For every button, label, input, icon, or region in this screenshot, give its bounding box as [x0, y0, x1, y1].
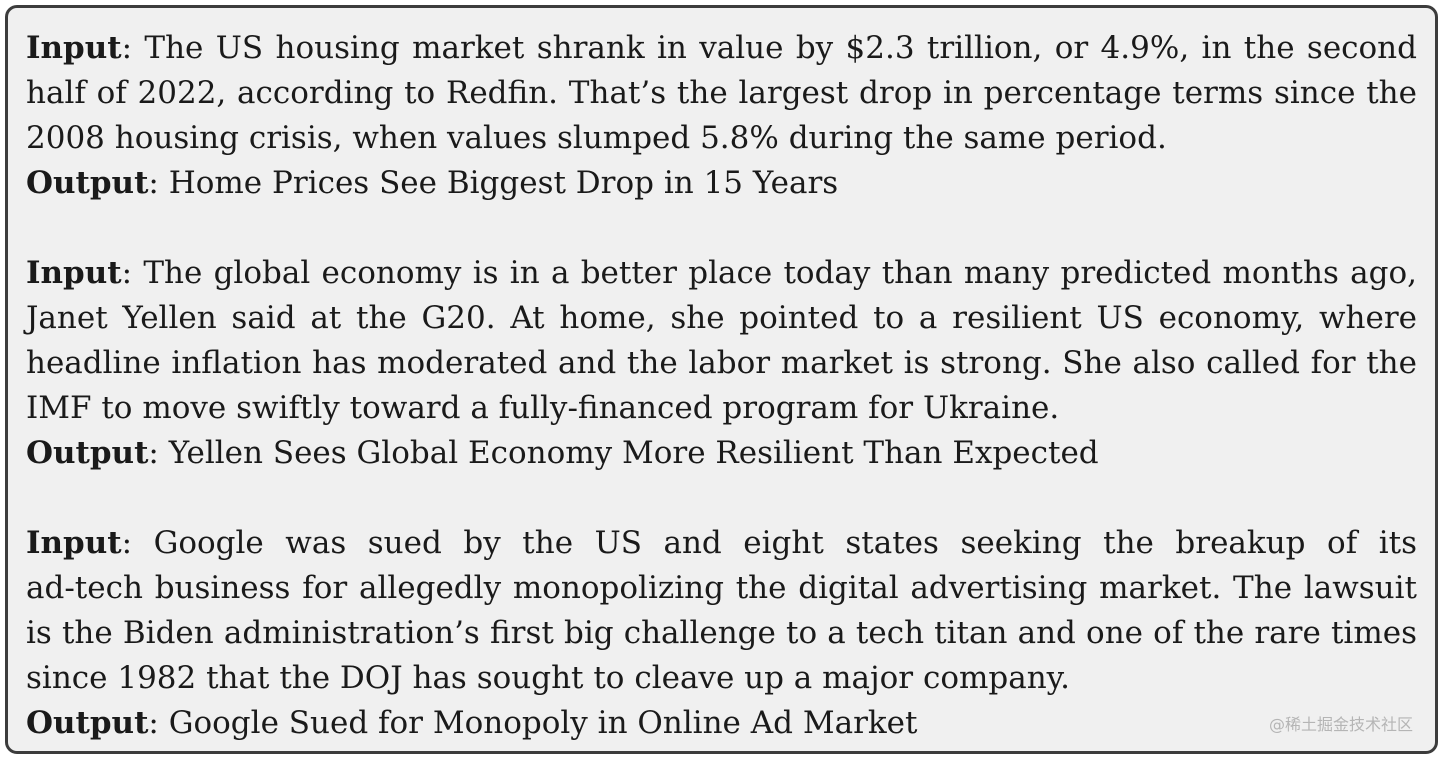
output-line: Output: Home Prices See Biggest Drop in … [26, 161, 1417, 206]
input-label: Input [26, 30, 122, 66]
example-3: Input: Google was sued by the US and eig… [26, 521, 1417, 746]
input-text: half of 2022, according to Redfin. That’… [26, 75, 1417, 111]
example-1: Input: The US housing market shrank in v… [26, 26, 1417, 206]
input-line: 2008 housing crisis, when values slumped… [26, 116, 1417, 161]
input-text: The US housing market shrank in value by… [144, 30, 1417, 66]
input-line: Janet Yellen said at the G20. At home, s… [26, 296, 1417, 341]
label-separator: : [148, 705, 159, 741]
watermark: @稀土掘金技术社区 [1268, 715, 1413, 734]
examples-box: Input: The US housing market shrank in v… [5, 5, 1438, 754]
input-line: half of 2022, according to Redfin. That’… [26, 71, 1417, 116]
label-separator: : [148, 165, 159, 201]
input-line: since 1982 that the DOJ has sought to cl… [26, 656, 1417, 701]
output-line: Output: Yellen Sees Global Economy More … [26, 431, 1417, 476]
input-line: Input: Google was sued by the US and eig… [26, 521, 1417, 566]
output-text: Home Prices See Biggest Drop in 15 Years [168, 165, 839, 201]
output-label: Output [26, 435, 149, 471]
input-text: IMF to move swiftly toward a fully-finan… [26, 390, 1060, 426]
input-text: since 1982 that the DOJ has sought to cl… [26, 660, 1070, 696]
output-line: Output: Google Sued for Monopoly in Onli… [26, 701, 1417, 746]
input-line: IMF to move swiftly toward a fully-finan… [26, 386, 1417, 431]
input-line: headline inflation has moderated and the… [26, 341, 1417, 386]
input-text: headline inflation has moderated and the… [26, 345, 1417, 381]
input-line: Input: The US housing market shrank in v… [26, 26, 1417, 71]
input-text: ad-tech business for allegedly monopoliz… [26, 570, 1417, 606]
input-label: Input [26, 525, 122, 561]
label-separator: : [121, 525, 133, 561]
output-text: Yellen Sees Global Economy More Resilien… [168, 435, 1099, 471]
input-text: Google was sued by the US and eight stat… [153, 525, 1417, 561]
output-text: Google Sued for Monopoly in Online Ad Ma… [168, 705, 918, 741]
input-line: is the Biden administration’s first big … [26, 611, 1417, 656]
label-separator: : [148, 435, 159, 471]
input-line: ad-tech business for allegedly monopoliz… [26, 566, 1417, 611]
label-separator: : [121, 255, 133, 291]
input-text: The global economy is in a better place … [143, 255, 1417, 291]
input-line: Input: The global economy is in a better… [26, 251, 1417, 296]
input-label: Input [26, 255, 122, 291]
output-label: Output [26, 165, 149, 201]
label-separator: : [121, 30, 133, 66]
input-text: is the Biden administration’s first big … [26, 615, 1417, 651]
input-text: Janet Yellen said at the G20. At home, s… [26, 300, 1417, 336]
output-label: Output [26, 705, 149, 741]
input-text: 2008 housing crisis, when values slumped… [26, 120, 1167, 156]
example-2: Input: The global economy is in a better… [26, 251, 1417, 476]
